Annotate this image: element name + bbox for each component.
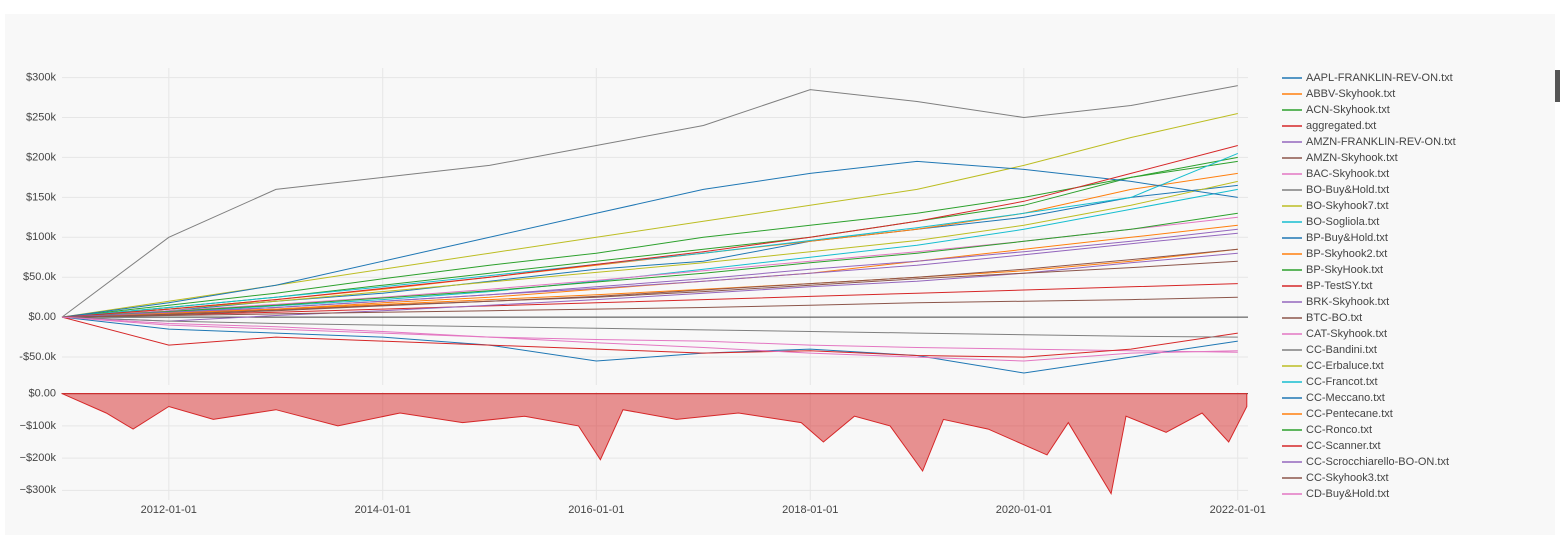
series-line <box>61 316 1238 362</box>
series-line <box>61 248 1238 318</box>
legend-label: AMZN-FRANKLIN-REV-ON.txt <box>1306 136 1456 148</box>
legend-label: BP-Buy&Hold.txt <box>1306 232 1388 244</box>
drawdown-area <box>61 392 1248 495</box>
series-line <box>61 145 1238 318</box>
legend-label: BO-Skyhook7.txt <box>1306 200 1389 212</box>
x-tick-label: 2014-01-01 <box>355 504 411 516</box>
y-tick-label: $250k <box>26 111 56 123</box>
series-line <box>61 316 1238 338</box>
series-line <box>61 260 1238 318</box>
x-tick-label: 2012-01-01 <box>141 504 197 516</box>
series-line <box>61 152 1238 318</box>
y-tick-label: $150k <box>26 191 56 203</box>
legend-label: CC-Scrocchiarello-BO-ON.txt <box>1306 456 1449 468</box>
legend-label: BP-SkyHook.txt <box>1306 264 1383 276</box>
legend-label: BO-Buy&Hold.txt <box>1306 184 1389 196</box>
y-tick-label: $50.0k <box>23 271 57 283</box>
y-tick-label: $200k <box>26 151 56 163</box>
series-line <box>61 180 1238 318</box>
series-line <box>61 296 1238 318</box>
legend-label: CC-Meccano.txt <box>1306 392 1385 404</box>
y-tick-label: −$200k <box>20 452 57 464</box>
legend-label: CC-Pentecane.txt <box>1306 408 1393 420</box>
x-tick-label: 2022-01-01 <box>1210 504 1266 516</box>
y-tick-label: −$100k <box>20 420 57 432</box>
series-line <box>61 248 1238 318</box>
y-tick-label: $100k <box>26 231 56 243</box>
legend-label: AAPL-FRANKLIN-REV-ON.txt <box>1306 72 1453 84</box>
series-line <box>61 160 1238 318</box>
series-line <box>61 316 1238 374</box>
series-line <box>61 160 1238 318</box>
legend-label: CC-Bandini.txt <box>1306 344 1377 356</box>
series-line <box>61 252 1238 322</box>
y-tick-label: $0.00 <box>28 311 56 323</box>
series-line <box>61 85 1238 318</box>
legend-label: BP-Skyhook2.txt <box>1306 248 1387 260</box>
legend-label: aggregated.txt <box>1306 120 1376 132</box>
legend-label: CC-Erbaluce.txt <box>1306 360 1384 372</box>
x-tick-label: 2016-01-01 <box>568 504 624 516</box>
legend-label: ABBV-Skyhook.txt <box>1306 88 1395 100</box>
series-line <box>61 232 1238 318</box>
x-tick-label: 2018-01-01 <box>782 504 838 516</box>
y-tick-label: −$300k <box>20 484 57 496</box>
legend-label: BTC-BO.txt <box>1306 312 1362 324</box>
legend-label: AMZN-Skyhook.txt <box>1306 152 1398 164</box>
legend-label: BRK-Skyhook.txt <box>1306 296 1389 308</box>
legend-label: CC-Scanner.txt <box>1306 440 1381 452</box>
scroll-handle <box>1555 70 1560 102</box>
plot-background <box>5 14 1555 535</box>
y-tick-label: $300k <box>26 71 56 83</box>
series-line <box>61 212 1238 318</box>
legend-label: CD-Buy&Hold.txt <box>1306 488 1389 500</box>
series-line <box>61 316 1238 353</box>
series-line <box>61 316 1238 358</box>
legend-label: BAC-Skyhook.txt <box>1306 168 1389 180</box>
legend-label: CC-Ronco.txt <box>1306 424 1372 436</box>
y-tick-label: -$50.0k <box>19 351 56 363</box>
series-line <box>61 283 1238 318</box>
legend-label: CAT-Skyhook.txt <box>1306 328 1387 340</box>
legend-label: ACN-Skyhook.txt <box>1306 104 1390 116</box>
legend-label: BP-TestSY.txt <box>1306 280 1372 292</box>
x-tick-label: 2020-01-01 <box>996 504 1052 516</box>
legend-label: CC-Francot.txt <box>1306 376 1378 388</box>
legend-label: CC-Skyhook3.txt <box>1306 472 1389 484</box>
y-tick-label: $0.00 <box>28 388 56 400</box>
legend-label: BO-Sogliola.txt <box>1306 216 1379 228</box>
